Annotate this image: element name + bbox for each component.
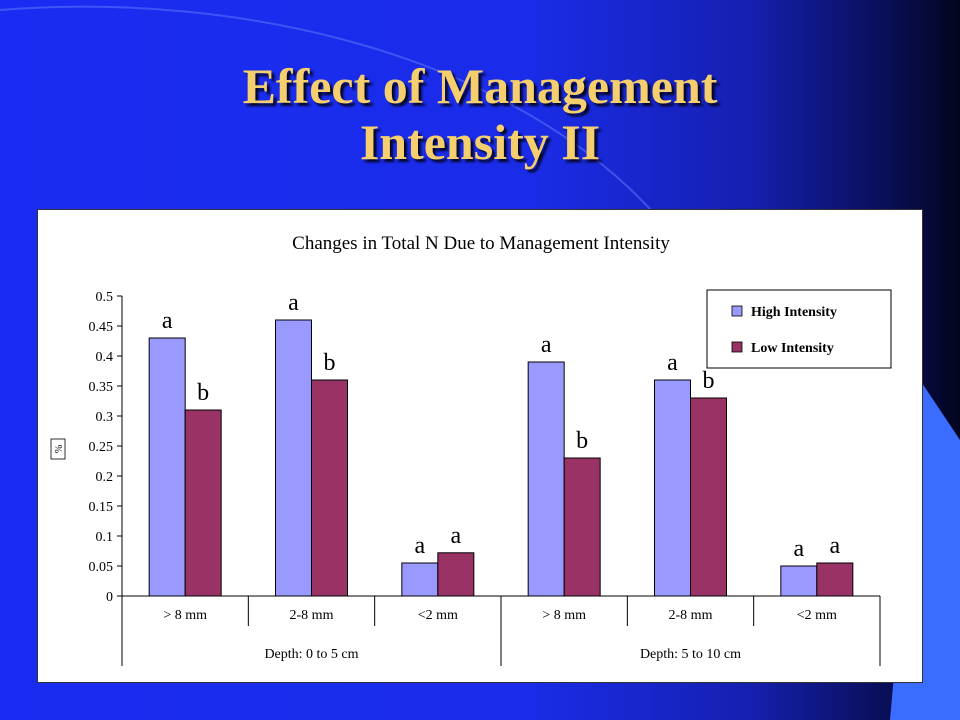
y-tick-label: 0.5: [96, 290, 114, 305]
y-tick-label: 0.05: [89, 560, 114, 575]
y-tick-label: 0.4: [96, 350, 114, 365]
y-axis-title-text: %: [54, 445, 65, 453]
significance-letter: a: [794, 536, 805, 562]
x-category-label: <2 mm: [418, 608, 458, 623]
legend-label-high: High Intensity: [751, 305, 837, 320]
bar-high-intensity: [780, 565, 818, 597]
bar-high-intensity: [401, 562, 439, 597]
y-tick-label: 0.15: [89, 500, 114, 515]
significance-letter: a: [288, 290, 299, 316]
significance-letter: a: [830, 533, 841, 559]
chart-title: Changes in Total N Due to Management Int…: [292, 233, 670, 254]
significance-letter: b: [703, 368, 715, 394]
bar-chart: Changes in Total N Due to Management Int…: [50, 233, 892, 666]
chart-panel: Changes in Total N Due to Management Int…: [37, 209, 923, 683]
significance-letter: a: [541, 332, 552, 358]
y-tick-label: 0.2: [96, 470, 114, 485]
y-tick-label: 0.25: [89, 440, 114, 455]
y-tick-label: 0.1: [96, 530, 114, 545]
significance-letter: b: [576, 428, 588, 454]
bar-high-intensity: [148, 337, 186, 597]
bar-low-intensity: [437, 552, 475, 597]
x-category-label: > 8 mm: [542, 608, 586, 623]
significance-letter: b: [324, 350, 336, 376]
slide-title-line2: Intensity II: [359, 114, 601, 170]
significance-letter: b: [197, 380, 209, 406]
x-category-label: 2-8 mm: [290, 608, 334, 623]
legend: High Intensity Low Intensity: [706, 289, 892, 369]
y-tick-label: 0.35: [89, 380, 114, 395]
bar-low-intensity: [563, 457, 601, 597]
bar-low-intensity: [816, 562, 854, 597]
slide-title: Effect of Management Intensity II: [0, 58, 960, 170]
significance-letter: a: [451, 523, 462, 549]
y-axis-title-box: [50, 438, 66, 460]
significance-letter: a: [415, 533, 426, 559]
x-category-label: > 8 mm: [163, 608, 207, 623]
x-category-label: <2 mm: [797, 608, 837, 623]
x-group-label: Depth: 0 to 5 cm: [264, 647, 358, 662]
significance-letter: a: [162, 308, 173, 334]
slide-title-line1: Effect of Management: [242, 58, 718, 114]
y-axis-title: %: [50, 438, 66, 460]
legend-swatch-high: [731, 305, 743, 317]
bar-high-intensity: [654, 379, 691, 597]
bar-low-intensity: [690, 397, 727, 597]
significance-letter: a: [667, 350, 678, 376]
legend-label-low: Low Intensity: [751, 341, 834, 356]
y-tick-label: 0: [106, 590, 113, 605]
x-category-label: 2-8 mm: [669, 608, 713, 623]
y-tick-label: 0.3: [96, 410, 114, 425]
bar-low-intensity: [184, 409, 222, 597]
legend-swatch-low: [731, 341, 743, 353]
y-tick-label: 0.45: [89, 320, 114, 335]
legend-box: [706, 289, 892, 369]
x-group-label: Depth: 5 to 10 cm: [640, 647, 741, 662]
plot-area: 0 0.05 0.1 0.15 0.2 0.25 0.3 0.35 0.4 0.45 0.5 > 8 …: [89, 290, 881, 666]
bar-high-intensity: [527, 361, 565, 597]
bar-low-intensity: [311, 379, 348, 597]
bar-high-intensity: [275, 319, 312, 597]
